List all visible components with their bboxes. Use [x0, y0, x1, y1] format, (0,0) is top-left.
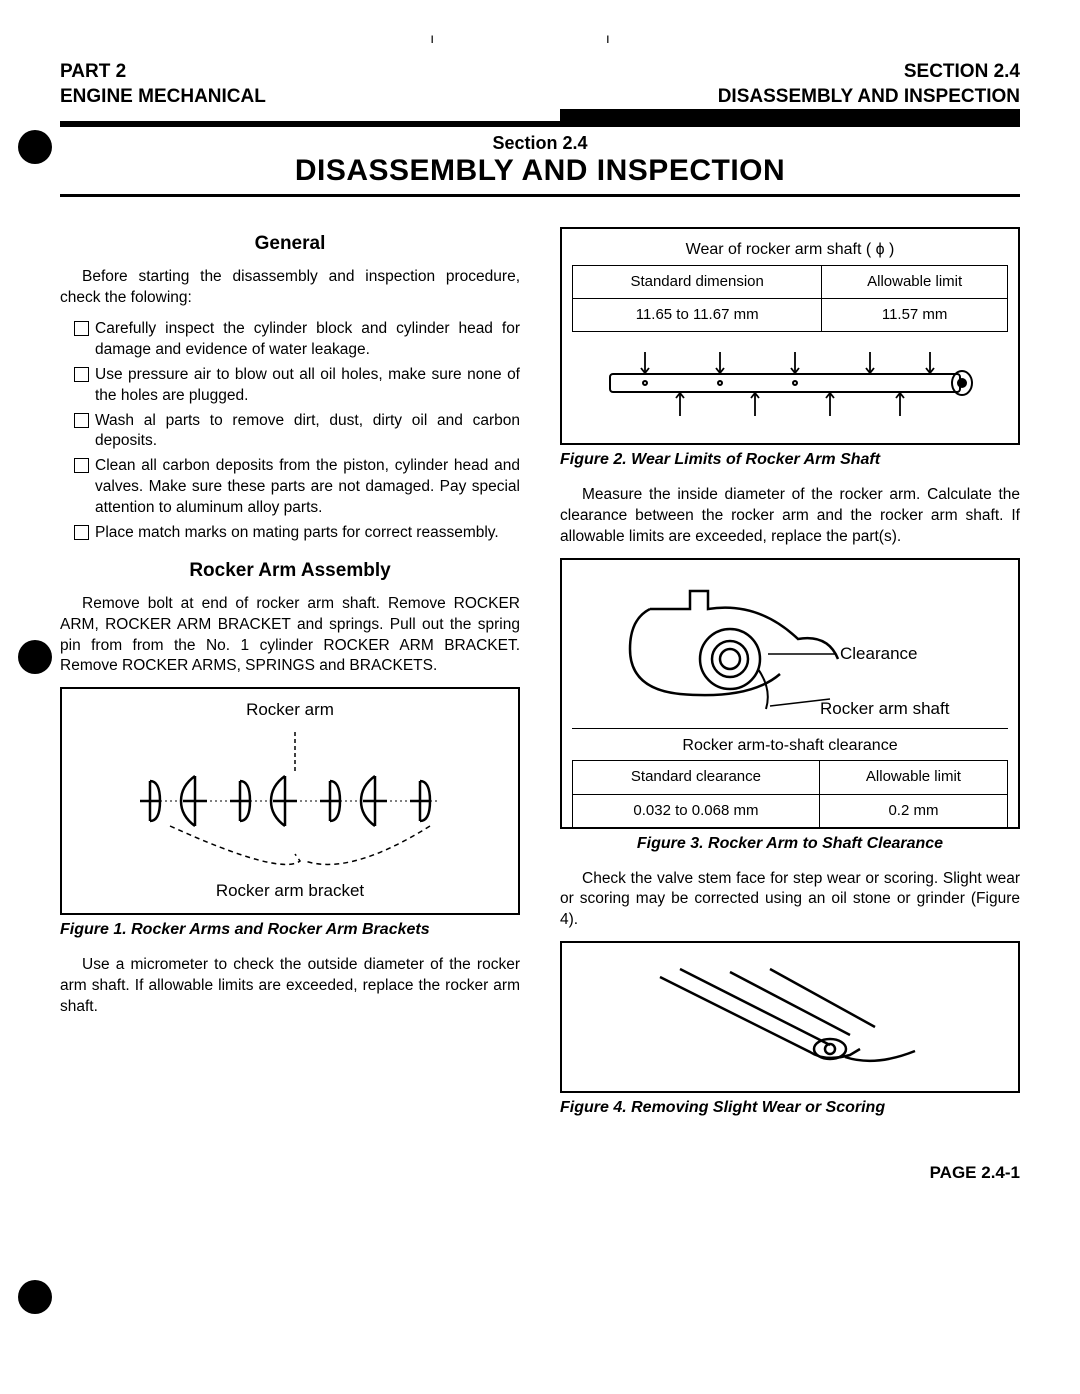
fig1-label-bracket: Rocker arm bracket	[72, 880, 508, 903]
section-big: DISASSEMBLY AND INSPECTION	[60, 154, 1020, 188]
header-title: DISASSEMBLY AND INSPECTION	[718, 85, 1020, 110]
fig3-v2: 0.2 mm	[819, 794, 1007, 827]
check-item: Wash al parts to remove dirt, dust, dirt…	[74, 411, 520, 453]
header-left: PART 2 ENGINE MECHANICAL	[60, 60, 266, 109]
checkbox-icon	[74, 413, 89, 428]
fig3-table: Standard clearanceAllowable limit 0.032 …	[572, 760, 1008, 828]
check-text: Carefully inspect the cylinder block and…	[95, 319, 520, 361]
figure-3-box: Clearance Rocker arm shaft Rocker arm-to…	[560, 558, 1020, 829]
figure-1-box: Rocker arm	[60, 687, 520, 915]
fig3-h1: Standard clearance	[573, 761, 820, 794]
para-intro: Before starting the disassembly and insp…	[60, 267, 520, 309]
fig2-title: Wear of rocker arm shaft ( ϕ )	[572, 239, 1008, 261]
left-column: General Before starting the disassembly …	[60, 217, 520, 1133]
fig3-label-shaft: Rocker arm shaft	[820, 699, 950, 718]
fig3-label-clearance: Clearance	[840, 644, 918, 663]
figure-4-caption: Figure 4. Removing Slight Wear or Scorin…	[560, 1097, 1020, 1119]
checkbox-icon	[74, 321, 89, 336]
fig3-v1: 0.032 to 0.068 mm	[573, 794, 820, 827]
header-row: PART 2 ENGINE MECHANICAL SECTION 2.4 DIS…	[60, 60, 1020, 109]
check-item: Place match marks on mating parts for co…	[74, 523, 520, 544]
columns: General Before starting the disassembly …	[60, 217, 1020, 1133]
check-item: Carefully inspect the cylinder block and…	[74, 319, 520, 361]
page-number: PAGE 2.4-1	[60, 1163, 1020, 1183]
figure-1-svg	[100, 726, 480, 876]
punch-dot	[18, 1280, 52, 1314]
checkbox-icon	[74, 458, 89, 473]
fig2-table: Standard dimensionAllowable limit 11.65 …	[572, 265, 1008, 333]
punch-dot	[18, 130, 52, 164]
figure-4-svg	[590, 957, 990, 1077]
page: ı ı PART 2 ENGINE MECHANICAL SECTION 2.4…	[0, 0, 1080, 1223]
fig3-tbl-title: Rocker arm-to-shaft clearance	[572, 728, 1008, 757]
header-engine: ENGINE MECHANICAL	[60, 85, 266, 110]
figure-1-caption: Figure 1. Rocker Arms and Rocker Arm Bra…	[60, 919, 520, 941]
section-title-block: Section 2.4 DISASSEMBLY AND INSPECTION	[60, 133, 1020, 197]
checkbox-icon	[74, 525, 89, 540]
para-rocker: Remove bolt at end of rocker arm shaft. …	[60, 594, 520, 678]
figure-2-box: Wear of rocker arm shaft ( ϕ ) Standard …	[560, 227, 1020, 445]
fig2-v1: 11.65 to 11.67 mm	[573, 299, 822, 332]
check-text: Place match marks on mating parts for co…	[95, 523, 520, 544]
checkbox-icon	[74, 367, 89, 382]
figure-2-svg	[590, 344, 990, 429]
check-text: Clean all carbon deposits from the pisto…	[95, 456, 520, 519]
fig1-label-arm: Rocker arm	[72, 699, 508, 722]
check-item: Clean all carbon deposits from the pisto…	[74, 456, 520, 519]
fig2-v2: 11.57 mm	[822, 299, 1008, 332]
figure-4-box	[560, 941, 1020, 1093]
check-text: Wash al parts to remove dirt, dust, dirt…	[95, 411, 520, 453]
header-part: PART 2	[60, 60, 266, 85]
header-section: SECTION 2.4	[718, 60, 1020, 85]
figure-3-svg: Clearance Rocker arm shaft	[590, 574, 990, 724]
para-measure: Measure the inside diameter of the rocke…	[560, 485, 1020, 548]
figure-3-caption: Figure 3. Rocker Arm to Shaft Clearance	[560, 833, 1020, 855]
top-marks: ı ı	[60, 30, 1020, 50]
para-micrometer: Use a micrometer to check the outside di…	[60, 955, 520, 1018]
heading-rocker: Rocker Arm Assembly	[60, 558, 520, 584]
para-valvestem: Check the valve stem face for step wear …	[560, 869, 1020, 932]
check-text: Use pressure air to blow out all oil hol…	[95, 365, 520, 407]
right-column: Wear of rocker arm shaft ( ϕ ) Standard …	[560, 217, 1020, 1133]
section-small: Section 2.4	[60, 133, 1020, 154]
heading-general: General	[60, 231, 520, 257]
check-item: Use pressure air to blow out all oil hol…	[74, 365, 520, 407]
header-bar	[60, 109, 1020, 127]
fig3-h2: Allowable limit	[819, 761, 1007, 794]
checklist: Carefully inspect the cylinder block and…	[74, 319, 520, 544]
header-right: SECTION 2.4 DISASSEMBLY AND INSPECTION	[718, 60, 1020, 109]
punch-dot	[18, 640, 52, 674]
fig2-h1: Standard dimension	[573, 265, 822, 298]
fig2-h2: Allowable limit	[822, 265, 1008, 298]
figure-2-caption: Figure 2. Wear Limits of Rocker Arm Shaf…	[560, 449, 1020, 471]
